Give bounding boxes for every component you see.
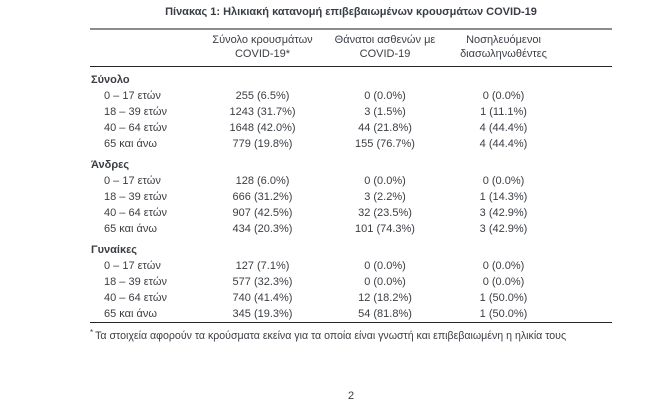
intubated-cell: 0 (0.0%)	[482, 175, 525, 187]
page-title: Πίνακας 1: Ηλικιακή κατανομή επιβεβαιωμέ…	[165, 6, 537, 18]
spacer-cell	[567, 88, 612, 104]
intubated-cell: 0 (0.0%)	[482, 90, 525, 102]
cases-cell: 779 (19.8%)	[232, 138, 293, 150]
deaths-cell: 0 (0.0%)	[364, 276, 406, 288]
footnote-marker: *	[90, 328, 94, 337]
section-row-total: Σύνολο	[90, 67, 612, 89]
spacer-cell	[567, 258, 612, 274]
section-label: Άνδρες	[91, 159, 130, 171]
cases-cell: 1648 (42.0%)	[229, 122, 296, 134]
table-row: 0 – 17 ετών 127 (7.1%) 0 (0.0%) 0 (0.0%)	[90, 258, 612, 274]
intubated-cell: 1 (50.0%)	[479, 292, 528, 304]
cases-cell: 740 (41.4%)	[232, 292, 293, 304]
col-header-cases: Σύνολο κρουσμάτων COVID-19*	[195, 29, 330, 67]
cases-cell: 577 (32.3%)	[232, 276, 293, 288]
cases-cell: 345 (19.3%)	[232, 308, 293, 320]
intubated-cell: 3 (42.9%)	[479, 223, 528, 235]
deaths-cell: 44 (21.8%)	[358, 122, 412, 134]
deaths-cell: 32 (23.5%)	[358, 207, 412, 219]
age-group-label: 0 – 17 ετών	[104, 260, 161, 272]
spacer-cell	[567, 274, 612, 290]
spacer-cell	[567, 306, 612, 323]
spacer-cell	[567, 136, 612, 152]
spacer-cell	[567, 189, 612, 205]
table-row: 40 – 64 ετών 740 (41.4%) 12 (18.2%) 1 (5…	[90, 290, 612, 306]
covid-age-distribution-table: Σύνολο κρουσμάτων COVID-19* Θάνατοι ασθε…	[90, 28, 612, 323]
table-row: 65 και άνω 345 (19.3%) 54 (81.8%) 1 (50.…	[90, 306, 612, 323]
age-group-label: 40 – 64 ετών	[104, 122, 167, 134]
col-header-line: διασωληνωθέντες	[460, 47, 547, 60]
intubated-cell: 1 (11.1%)	[480, 106, 527, 118]
table-row: 18 – 39 ετών 1243 (31.7%) 3 (1.5%) 1 (11…	[90, 104, 612, 120]
footnote-text: Τα στοιχεία αφορούν τα κρούσματα εκείνα …	[95, 330, 567, 342]
page-number: 2	[347, 390, 355, 402]
intubated-cell: 1 (50.0%)	[479, 308, 528, 320]
spacer-cell	[567, 221, 612, 237]
intubated-cell: 0 (0.0%)	[482, 260, 525, 272]
age-group-label: 0 – 17 ετών	[104, 90, 161, 102]
spacer-cell	[567, 290, 612, 306]
col-header-line: COVID-19*	[234, 47, 291, 60]
table-row: 18 – 39 ετών 577 (32.3%) 0 (0.0%) 0 (0.0…	[90, 274, 612, 290]
cases-cell: 127 (7.1%)	[235, 260, 290, 272]
intubated-cell: 0 (0.0%)	[482, 276, 525, 288]
deaths-cell: 12 (18.2%)	[358, 292, 412, 304]
table-row: 18 – 39 ετών 666 (31.2%) 3 (2.2%) 1 (14.…	[90, 189, 612, 205]
table-row: 0 – 17 ετών 128 (6.0%) 0 (0.0%) 0 (0.0%)	[90, 173, 612, 189]
table-row: 65 και άνω 779 (19.8%) 155 (76.7%) 4 (44…	[90, 136, 612, 152]
table-row: 40 – 64 ετών 1648 (42.0%) 44 (21.8%) 4 (…	[90, 120, 612, 136]
cases-cell: 907 (42.5%)	[232, 207, 293, 219]
spacer-cell	[567, 104, 612, 120]
age-group-label: 18 – 39 ετών	[104, 106, 167, 118]
intubated-cell: 4 (44.4%)	[479, 122, 528, 134]
spacer-cell	[567, 120, 612, 136]
age-group-label: 18 – 39 ετών	[104, 191, 167, 203]
deaths-cell: 101 (74.3%)	[355, 223, 415, 235]
deaths-cell: 0 (0.0%)	[364, 260, 406, 272]
section-row-men: Άνδρες	[90, 152, 612, 173]
deaths-cell: 155 (76.7%)	[355, 138, 415, 150]
age-group-label: 0 – 17 ετών	[104, 175, 161, 187]
age-group-label: 18 – 39 ετών	[104, 276, 167, 288]
spacer-cell	[567, 205, 612, 221]
table-footnote: * Τα στοιχεία αφορούν τα κρούσματα εκείνα…	[90, 326, 618, 343]
spacer-cell	[567, 173, 612, 189]
cases-cell: 1243 (31.7%)	[229, 106, 296, 118]
age-group-label: 65 και άνω	[104, 138, 157, 150]
table-row: 65 και άνω 434 (20.3%) 101 (74.3%) 3 (42…	[90, 221, 612, 237]
col-header-intubated: Νοσηλευόμενοι διασωληνωθέντες	[440, 29, 567, 67]
empty-header-cell	[90, 29, 195, 67]
col-header-deaths: Θάνατοι ασθενών με COVID-19	[330, 29, 440, 67]
col-header-line: Θάνατοι ασθενών με	[334, 34, 436, 46]
cases-cell: 666 (31.2%)	[232, 191, 293, 203]
age-group-label: 65 και άνω	[104, 308, 157, 320]
col-header-line: Νοσηλευόμενοι	[466, 34, 541, 46]
col-header-line: Σύνολο κρουσμάτων	[212, 34, 313, 46]
intubated-cell: 3 (42.9%)	[479, 207, 528, 219]
section-label: Σύνολο	[91, 74, 130, 86]
intubated-cell: 4 (44.4%)	[479, 138, 528, 150]
deaths-cell: 3 (2.2%)	[364, 191, 406, 203]
table-header-row: Σύνολο κρουσμάτων COVID-19* Θάνατοι ασθε…	[90, 29, 612, 67]
cases-cell: 128 (6.0%)	[235, 175, 290, 187]
section-label: Γυναίκες	[91, 244, 138, 256]
deaths-cell: 0 (0.0%)	[364, 90, 406, 102]
table-row: 40 – 64 ετών 907 (42.5%) 32 (23.5%) 3 (4…	[90, 205, 612, 221]
table-row: 0 – 17 ετών 255 (6.5%) 0 (0.0%) 0 (0.0%)	[90, 88, 612, 104]
age-group-label: 40 – 64 ετών	[104, 292, 167, 304]
spacer-header-cell	[567, 29, 612, 67]
cases-cell: 255 (6.5%)	[235, 90, 290, 102]
deaths-cell: 3 (1.5%)	[364, 106, 406, 118]
cases-cell: 434 (20.3%)	[232, 223, 293, 235]
age-group-label: 40 – 64 ετών	[104, 207, 167, 219]
intubated-cell: 1 (14.3%)	[479, 191, 528, 203]
age-group-label: 65 και άνω	[104, 223, 157, 235]
col-header-line: COVID-19	[359, 47, 411, 60]
deaths-cell: 0 (0.0%)	[364, 175, 406, 187]
deaths-cell: 54 (81.8%)	[358, 308, 412, 320]
section-row-women: Γυναίκες	[90, 237, 612, 258]
